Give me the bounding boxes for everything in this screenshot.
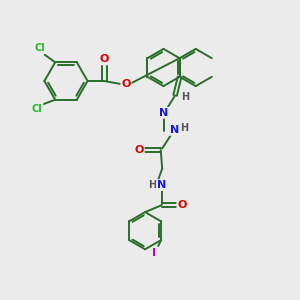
Text: H: H <box>181 92 189 102</box>
Text: H: H <box>180 123 188 134</box>
Text: I: I <box>152 248 156 258</box>
Text: Cl: Cl <box>32 104 43 114</box>
Text: N: N <box>157 180 166 190</box>
Text: N: N <box>159 108 168 118</box>
Text: H: H <box>148 180 157 190</box>
Text: N: N <box>169 125 179 135</box>
Text: Cl: Cl <box>34 43 45 53</box>
Text: O: O <box>121 79 131 89</box>
Text: O: O <box>134 145 144 155</box>
Text: O: O <box>99 54 109 64</box>
Text: O: O <box>177 200 187 210</box>
